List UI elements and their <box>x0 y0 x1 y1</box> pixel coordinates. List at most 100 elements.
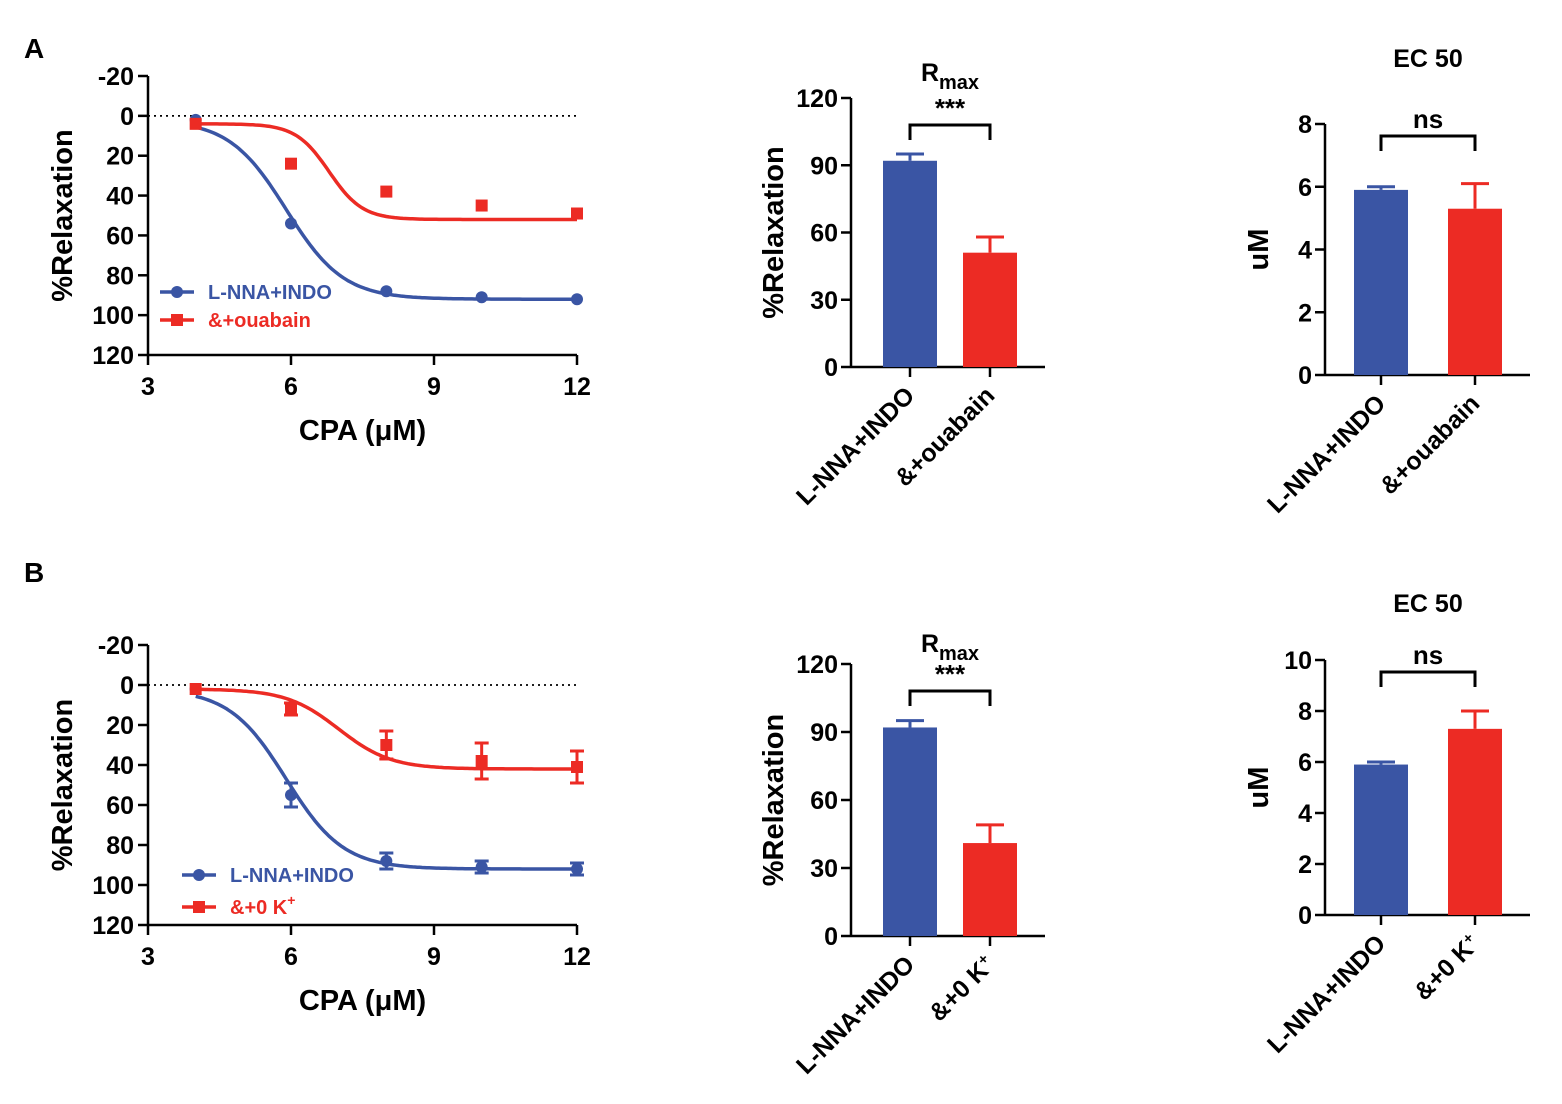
fit-curve-1 <box>195 122 577 222</box>
data-point <box>475 199 488 212</box>
y-axis-title: %Relaxation <box>758 714 790 886</box>
bar-0 <box>883 160 937 367</box>
x-tick-label: 9 <box>427 943 441 971</box>
chart-title-subscript: max <box>939 643 979 665</box>
x-category-label: L-NNA+INDO <box>791 381 920 510</box>
y-tick-label: 60 <box>106 792 134 820</box>
y-axis-title: %Relaxation <box>47 129 79 301</box>
y-tick-label: 4 <box>1298 237 1312 265</box>
x-tick-label: 12 <box>563 943 591 971</box>
fit-curve-0 <box>195 694 577 871</box>
data-point <box>189 117 202 130</box>
panel-label-a: A <box>24 33 44 64</box>
y-tick-label: 30 <box>810 287 838 315</box>
data-point <box>380 739 393 751</box>
data-point <box>571 293 583 306</box>
y-tick-label: 10 <box>1284 647 1312 675</box>
x-axis-title: CPA (μM) <box>299 985 426 1017</box>
significance-label: ns <box>1413 104 1443 134</box>
x-category-label: &+ouabain <box>1375 389 1486 500</box>
legend-marker-1 <box>193 901 205 913</box>
y-tick-label: 40 <box>106 183 134 211</box>
y-tick-label: 0 <box>1298 362 1312 390</box>
y-axis-title: uM <box>1243 767 1275 809</box>
data-point <box>571 863 583 875</box>
y-tick-label: 6 <box>1298 174 1312 202</box>
y-tick-label: 8 <box>1298 698 1312 726</box>
y-tick-label: 60 <box>810 220 838 248</box>
y-tick-label: 40 <box>106 752 134 780</box>
x-tick-label: 3 <box>141 943 155 971</box>
y-tick-label: 8 <box>1298 111 1312 139</box>
legend-label-1: &+ouabain <box>208 310 311 332</box>
bar-0 <box>1354 764 1408 915</box>
fit-curve-0 <box>195 125 577 301</box>
legend-label-1: &+0 K+ <box>230 892 295 919</box>
x-tick-label: 6 <box>284 943 298 971</box>
data-point <box>380 855 393 867</box>
y-tick-label: 60 <box>106 222 134 250</box>
y-axis-title: %Relaxation <box>47 699 79 871</box>
significance-bracket <box>908 689 992 706</box>
y-tick-label: 30 <box>810 855 838 883</box>
legend-marker-0 <box>171 286 183 298</box>
significance-bracket <box>1379 134 1477 151</box>
chart-title: Rmax <box>921 59 979 94</box>
panel-label-b: B <box>24 557 44 588</box>
x-tick-label: 6 <box>284 373 298 401</box>
y-tick-label: 120 <box>92 912 134 940</box>
x-category-label: L-NNA+INDO <box>1262 929 1391 1058</box>
panel-a-ec50-chart: 0 2 4 6 8 L-NNA+INDO&+ouabain ns EC 50 uM <box>1243 45 1530 519</box>
y-tick-label: 120 <box>796 85 838 113</box>
y-tick-label: 60 <box>810 787 838 815</box>
data-point <box>475 861 488 873</box>
y-tick-label: 0 <box>1298 902 1312 930</box>
data-point <box>571 761 583 773</box>
x-tick-label: 12 <box>563 373 591 401</box>
data-point <box>475 755 488 767</box>
bar-1 <box>1448 728 1502 915</box>
y-tick-label: 2 <box>1298 851 1312 879</box>
y-tick-label: 4 <box>1298 800 1312 828</box>
data-point <box>285 703 297 715</box>
significance-bracket <box>908 123 992 140</box>
y-tick-label: 0 <box>824 354 838 382</box>
legend-superscript: + <box>287 892 295 908</box>
y-tick-label: 120 <box>92 342 134 370</box>
y-tick-label: 20 <box>106 143 134 171</box>
x-tick-label: 3 <box>141 373 155 401</box>
data-point <box>285 217 297 230</box>
y-tick-label: 0 <box>120 103 134 131</box>
y-tick-label: 2 <box>1298 299 1312 327</box>
y-tick-label: 20 <box>106 712 134 740</box>
y-tick-label: 120 <box>796 651 838 679</box>
bar-0 <box>1354 189 1408 375</box>
bar-1 <box>963 252 1017 367</box>
significance-label: ns <box>1413 640 1443 670</box>
data-point <box>380 185 393 198</box>
x-axis-title: CPA (μM) <box>299 415 426 447</box>
y-tick-label: 6 <box>1298 749 1312 777</box>
data-point <box>380 285 393 298</box>
panel-b-rmax-chart: 0 30 60 90 120 L-NNA+INDO &+0 K+ ***Rmax %Relaxa… <box>758 630 1045 1080</box>
y-tick-label: -20 <box>98 63 134 91</box>
y-tick-label: 90 <box>810 152 838 180</box>
data-point <box>189 683 202 695</box>
bar-0 <box>883 727 937 936</box>
y-tick-label: 100 <box>92 872 134 900</box>
x-category-label: L-NNA+INDO <box>1262 389 1391 518</box>
y-tick-label: 80 <box>106 832 134 860</box>
chart-title-subscript: max <box>939 72 979 94</box>
x-tick-label: 9 <box>427 373 441 401</box>
significance-label: *** <box>935 93 966 123</box>
legend-label-0: L-NNA+INDO <box>230 865 354 887</box>
panel-a-rmax-chart: 0306090120L-NNA+INDO&+ouabain***Rmax%Rel… <box>758 59 1045 511</box>
legend-label-0: L-NNA+INDO <box>208 282 332 304</box>
chart-title: EC 50 <box>1393 45 1462 73</box>
category-superscript: + <box>1459 929 1477 947</box>
data-point <box>285 789 297 801</box>
y-tick-label: 0 <box>120 672 134 700</box>
